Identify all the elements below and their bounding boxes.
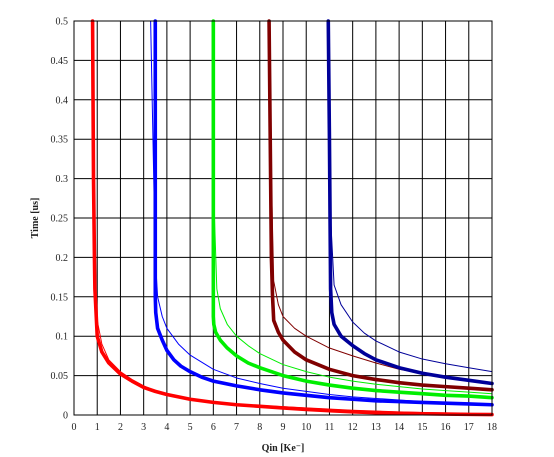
y-tick-label: 0.45 xyxy=(51,56,69,67)
series-line-9 xyxy=(326,19,494,386)
x-tick-label: 0 xyxy=(72,422,77,433)
x-tick-label: 9 xyxy=(281,422,286,433)
x-tick-label: 1 xyxy=(95,422,100,433)
y-tick-label: 0.3 xyxy=(56,174,69,185)
x-tick-label: 7 xyxy=(234,422,239,433)
y-tick-label: 0.2 xyxy=(56,253,69,264)
y-tick-label: 0.25 xyxy=(51,214,69,225)
x-tick-labels: 0 1 2 3 4 5 6 7 8 9 10 11 12 13 14 15 16 17 18 xyxy=(72,422,498,433)
y-tick-label: 0.35 xyxy=(51,135,69,146)
y-tick-label: 0.1 xyxy=(56,332,69,343)
y-tick-label: 0.4 xyxy=(56,95,69,106)
x-tick-label: 5 xyxy=(188,422,193,433)
x-tick-label: 18 xyxy=(487,422,497,433)
x-tick-label: 12 xyxy=(348,422,358,433)
grid xyxy=(73,20,493,416)
y-axis-label: Time [us] xyxy=(30,198,41,239)
x-tick-label: 13 xyxy=(371,422,381,433)
series-line-8 xyxy=(268,20,493,384)
x-tick-label: 2 xyxy=(118,422,123,433)
series-line-7 xyxy=(267,19,494,392)
y-tick-label: 0.15 xyxy=(51,292,69,303)
x-tick-label: 11 xyxy=(325,422,335,433)
x-tick-label: 17 xyxy=(464,422,474,433)
x-tick-label: 3 xyxy=(141,422,146,433)
series-line-10 xyxy=(327,20,493,373)
x-tick-label: 10 xyxy=(301,422,311,433)
x-axis-label: Qin [Ke⁻] xyxy=(262,443,305,454)
plot-frame xyxy=(73,20,493,416)
x-tick-label: 6 xyxy=(211,422,216,433)
series-line-6 xyxy=(211,20,493,395)
y-tick-label: 0 xyxy=(63,411,68,422)
y-tick-label: 0.5 xyxy=(56,17,69,28)
series-group xyxy=(90,19,494,417)
x-tick-label: 8 xyxy=(257,422,262,433)
series-line-2 xyxy=(92,20,493,415)
y-tick-labels: 0 0.05 0.1 0.15 0.2 0.25 0.3 0.35 0.4 0.45 0.5 xyxy=(51,17,69,422)
series-line-3 xyxy=(153,19,494,407)
x-tick-label: 15 xyxy=(417,422,427,433)
x-tick-label: 4 xyxy=(164,422,169,433)
series-line-4 xyxy=(150,20,493,405)
x-tick-label: 16 xyxy=(441,422,451,433)
series-line-5 xyxy=(211,19,494,400)
x-tick-label: 14 xyxy=(394,422,404,433)
y-tick-label: 0.05 xyxy=(51,371,69,382)
